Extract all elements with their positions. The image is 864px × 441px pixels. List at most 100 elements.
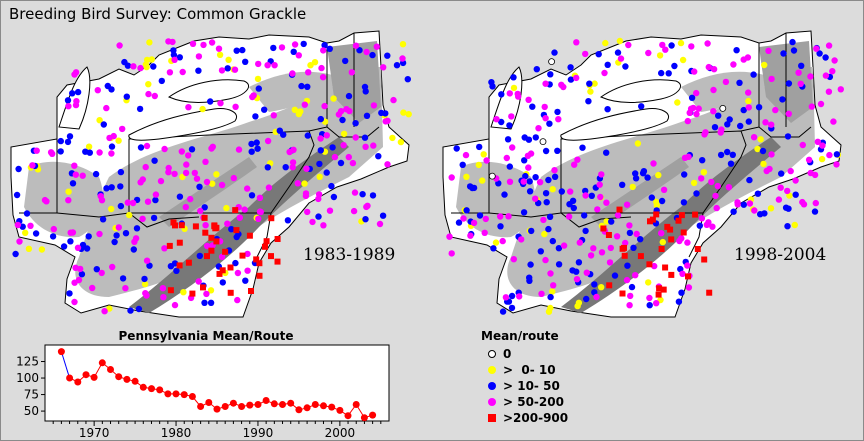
data-point <box>303 404 311 412</box>
y-tick-label: 50 <box>24 404 39 418</box>
route-point <box>316 160 323 168</box>
route-point-high <box>201 214 208 221</box>
route-point-high <box>621 244 627 251</box>
route-point <box>213 171 220 178</box>
data-point <box>74 378 82 386</box>
route-point <box>627 292 634 300</box>
route-point <box>66 290 73 297</box>
route-point-high <box>268 253 274 260</box>
route-point <box>813 45 820 52</box>
route-point <box>170 51 178 59</box>
route-point <box>549 237 556 245</box>
route-point-high <box>655 291 662 298</box>
route-point <box>708 178 715 186</box>
route-point-high <box>685 273 691 280</box>
route-point <box>798 62 805 69</box>
route-point <box>528 227 535 235</box>
route-point-high <box>253 256 260 263</box>
route-point <box>382 110 389 117</box>
route-point <box>72 69 80 76</box>
route-point <box>546 213 554 220</box>
route-point <box>99 216 107 223</box>
route-point <box>532 174 539 181</box>
route-point <box>795 69 802 76</box>
route-point <box>506 178 514 185</box>
route-point <box>508 304 516 312</box>
route-point <box>195 278 202 285</box>
route-point <box>792 177 799 184</box>
route-point <box>475 161 482 169</box>
route-point <box>713 204 720 212</box>
route-point <box>376 220 384 228</box>
route-point-high <box>227 264 234 271</box>
route-point <box>598 249 606 256</box>
route-point <box>524 152 532 159</box>
route-point <box>551 49 558 56</box>
route-point <box>805 156 813 163</box>
route-point <box>300 40 307 48</box>
route-point <box>209 180 216 187</box>
route-point <box>482 215 489 223</box>
route-point <box>248 140 255 148</box>
route-point <box>117 168 125 176</box>
route-point <box>818 155 826 163</box>
route-point <box>60 243 68 250</box>
route-point <box>778 170 785 177</box>
route-point <box>780 50 787 57</box>
route-point <box>83 245 91 252</box>
route-point <box>131 238 138 245</box>
route-point <box>389 134 396 142</box>
route-point-high <box>656 285 663 292</box>
route-point <box>651 262 658 270</box>
route-point <box>218 67 226 74</box>
legend-symbol <box>481 348 503 360</box>
route-point <box>225 56 232 63</box>
route-point <box>98 197 106 204</box>
route-point <box>64 97 72 104</box>
route-point <box>202 222 209 229</box>
route-point <box>57 137 64 145</box>
route-point <box>608 218 615 225</box>
route-point <box>717 129 724 136</box>
route-point-high <box>274 258 281 265</box>
route-point <box>363 203 370 211</box>
route-point <box>822 72 830 79</box>
route-point <box>86 149 94 156</box>
route-point <box>681 171 688 178</box>
route-point-high <box>268 215 275 222</box>
route-point <box>787 167 794 175</box>
route-point <box>480 151 487 158</box>
data-point <box>369 411 377 419</box>
route-point <box>219 279 226 286</box>
route-point <box>679 56 687 64</box>
route-point <box>201 299 208 306</box>
route-point <box>745 104 752 111</box>
route-point-high <box>701 256 708 263</box>
route-point-high <box>616 206 623 213</box>
route-point <box>582 192 589 199</box>
route-point <box>604 61 611 68</box>
legend-item: > 0- 10 <box>481 362 568 378</box>
route-point <box>326 45 333 52</box>
route-point <box>626 229 634 237</box>
route-point <box>677 39 685 47</box>
route-point <box>233 47 240 54</box>
route-point <box>515 93 522 100</box>
route-point <box>714 182 721 190</box>
route-point <box>785 110 792 118</box>
route-point <box>65 197 72 204</box>
route-point <box>632 175 640 182</box>
route-point <box>150 63 157 70</box>
route-point <box>506 163 513 170</box>
route-point <box>363 48 370 56</box>
route-point <box>384 161 391 168</box>
route-point <box>143 56 151 64</box>
route-point <box>50 225 57 233</box>
route-point <box>74 88 82 96</box>
route-point <box>179 173 186 181</box>
route-point-high <box>605 232 612 238</box>
data-point <box>180 391 188 399</box>
route-point <box>521 134 528 141</box>
route-point <box>320 222 327 229</box>
route-point <box>304 208 311 216</box>
